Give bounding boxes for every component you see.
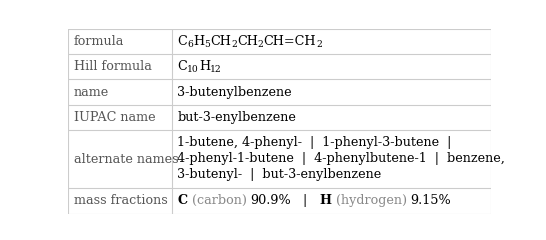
Text: formula: formula bbox=[74, 35, 124, 48]
Text: (carbon): (carbon) bbox=[187, 194, 251, 207]
Text: 5: 5 bbox=[204, 40, 210, 49]
Text: H: H bbox=[319, 194, 331, 207]
Text: IUPAC name: IUPAC name bbox=[74, 111, 156, 124]
Text: H: H bbox=[193, 35, 204, 48]
Text: CH: CH bbox=[210, 35, 231, 48]
Text: mass fractions: mass fractions bbox=[74, 194, 168, 207]
Text: alternate names: alternate names bbox=[74, 153, 179, 166]
Text: 12: 12 bbox=[210, 65, 222, 74]
Text: 4-phenyl-1-butene  |  4-phenylbutene-1  |  benzene,: 4-phenyl-1-butene | 4-phenylbutene-1 | b… bbox=[177, 152, 505, 165]
Text: H: H bbox=[199, 60, 210, 73]
Text: 2: 2 bbox=[316, 40, 322, 49]
Text: Hill formula: Hill formula bbox=[74, 60, 152, 73]
Text: |: | bbox=[292, 194, 319, 207]
Text: (hydrogen): (hydrogen) bbox=[331, 194, 411, 207]
Text: CH=CH: CH=CH bbox=[264, 35, 316, 48]
Text: 10: 10 bbox=[187, 65, 199, 74]
Text: 90.9%: 90.9% bbox=[251, 194, 292, 207]
Text: 3-butenyl-  |  but-3-enylbenzene: 3-butenyl- | but-3-enylbenzene bbox=[177, 168, 382, 181]
Text: 1-butene, 4-phenyl-  |  1-phenyl-3-butene  |: 1-butene, 4-phenyl- | 1-phenyl-3-butene … bbox=[177, 136, 452, 149]
Text: 2: 2 bbox=[258, 40, 264, 49]
Text: 6: 6 bbox=[187, 40, 193, 49]
Text: 9.15%: 9.15% bbox=[411, 194, 452, 207]
Text: CH: CH bbox=[237, 35, 258, 48]
Text: C: C bbox=[177, 60, 187, 73]
Text: C: C bbox=[177, 35, 187, 48]
Text: C: C bbox=[177, 194, 187, 207]
Text: name: name bbox=[74, 86, 109, 99]
Text: 2: 2 bbox=[231, 40, 237, 49]
Text: 3-butenylbenzene: 3-butenylbenzene bbox=[177, 86, 292, 99]
Text: but-3-enylbenzene: but-3-enylbenzene bbox=[177, 111, 296, 124]
